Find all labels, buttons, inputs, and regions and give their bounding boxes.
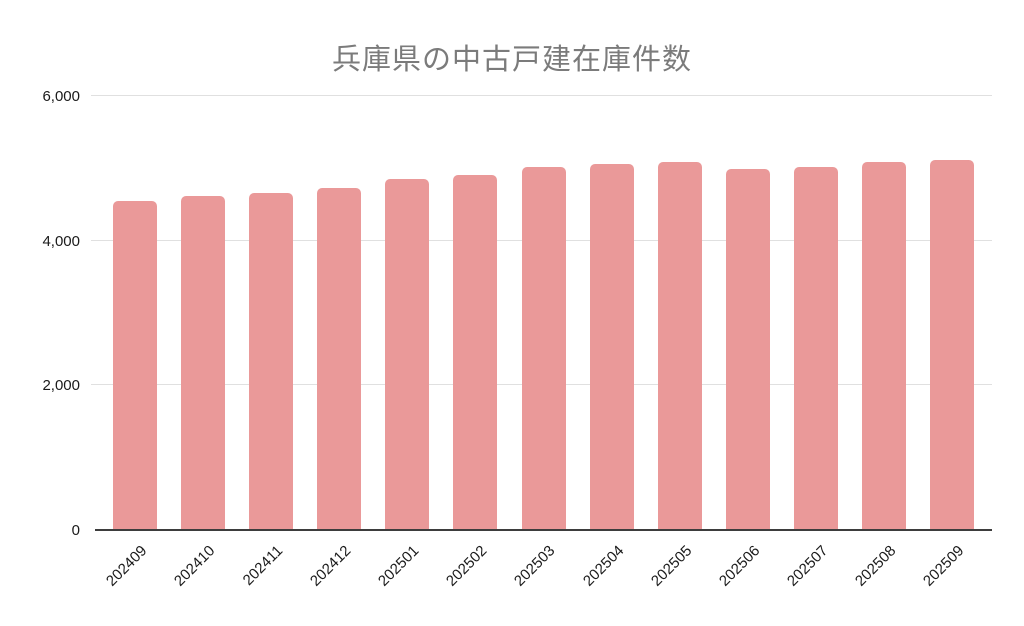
y-axis-tick-label: 6,000 (42, 88, 80, 105)
bar (453, 174, 498, 529)
bar (385, 178, 430, 529)
bar (589, 164, 634, 529)
x-axis-tick-label: 202503 (511, 542, 559, 590)
chart-title: 兵庫県の中古戸建在庫件数 (331, 44, 692, 76)
bar (521, 167, 566, 529)
bar (861, 162, 906, 529)
bar (793, 167, 838, 529)
x-axis-tick-label: 202502 (443, 542, 491, 590)
x-axis-tick-label: 202508 (851, 542, 900, 590)
x-axis-tick-label: 202501 (375, 542, 423, 590)
bar (725, 168, 770, 529)
y-axis: 0 2,000 4,000 6,000 (0, 88, 80, 539)
x-axis-tick-label: 202411 (239, 542, 287, 589)
x-axis-tick-label: 202505 (647, 542, 695, 590)
x-axis-tick-label: 202410 (171, 542, 219, 590)
bar (249, 192, 294, 529)
y-axis-tick-label: 0 (71, 522, 80, 539)
gridline (91, 95, 992, 96)
x-axis-tick-label: 202506 (715, 542, 764, 590)
y-axis-tick-label: 4,000 (42, 232, 80, 250)
x-axis-tick-label: 202507 (783, 542, 832, 590)
plot-area (91, 95, 992, 531)
x-axis-tick-label: 202504 (579, 542, 627, 590)
x-axis-tick-label: 202412 (307, 542, 355, 590)
bar (181, 195, 226, 529)
x-axis: 202409 202410 202411 202412 202501 202502 2025… (95, 542, 992, 613)
bar (317, 188, 362, 529)
x-axis-tick-label: 202409 (102, 542, 151, 590)
y-axis-tick-label: 2,000 (42, 377, 80, 395)
bar (929, 160, 974, 529)
bar (113, 200, 158, 529)
bar (657, 162, 702, 529)
x-axis-tick-label: 202509 (919, 542, 968, 590)
bars-layer (101, 97, 986, 529)
